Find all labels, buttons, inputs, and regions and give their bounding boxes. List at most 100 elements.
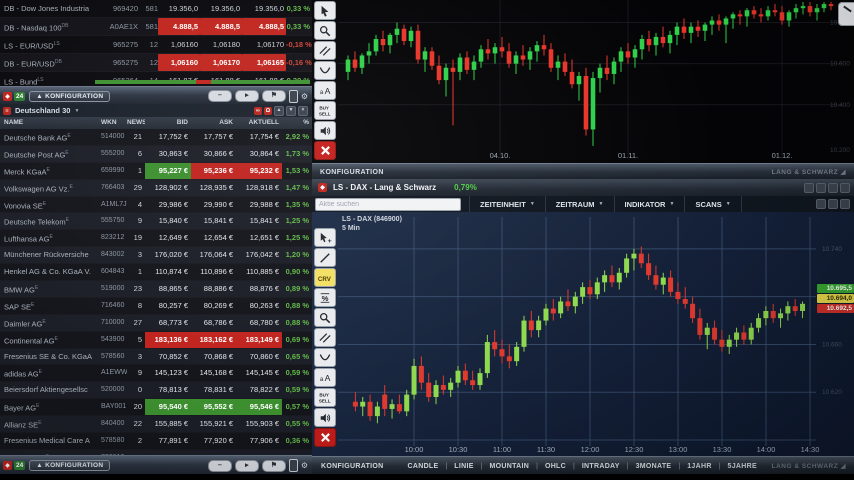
toolbar-button-parallel-lines[interactable] (314, 41, 336, 60)
chart-option-1jahr[interactable]: 1JAHR (687, 462, 712, 470)
svg-text:%: % (322, 294, 329, 303)
menu-indikator[interactable]: INDIKATOR ▼ (615, 196, 686, 212)
toolbar-button-sound[interactable] (314, 121, 336, 140)
chart-option-ohlc[interactable]: OHLC (544, 462, 566, 470)
candle (597, 67, 603, 79)
toolbar-button-curve[interactable] (314, 61, 336, 80)
table-row[interactable]: Continental AGE 543900 5 183,136 €183,162 €… (0, 331, 312, 349)
link-icon[interactable]: ∞ (254, 106, 262, 115)
flag-button[interactable]: ⚑ (261, 90, 286, 102)
column-header-aktuell[interactable]: AKTUELL (248, 119, 279, 126)
expand-button[interactable]: ▸ (234, 459, 259, 472)
watchlist-row[interactable]: DB - Nasdaq 100DB A0AE1X 581 4.888,5 4.888,5… (0, 18, 312, 36)
column-header-name[interactable]: NAME (4, 119, 24, 126)
expand-button[interactable]: ▸ (234, 90, 259, 102)
table-row[interactable]: Allianz SEE 840400 22 155,885 € 155,921 € 155… (0, 416, 312, 434)
watchlist-row[interactable]: LS - EUR/USDLS 965275 12 1,06160 1,06180 1,06… (0, 36, 312, 54)
table-row[interactable]: adidas AGE A1EWW 9 145,123 € 145,168 € 145,14… (0, 365, 312, 383)
table-row[interactable]: Deutsche Post AGE 555200 6 30,863 € 30,866 €… (0, 145, 312, 163)
table-row[interactable]: Deutsche TelekomE 555750 9 15,840 € 15,841 €… (0, 213, 312, 231)
toolbar-button-zoom[interactable] (314, 21, 336, 40)
konfiguration-tab[interactable]: ▲ KONFIGURATION (29, 460, 111, 471)
toolbar-button-curve[interactable] (314, 348, 336, 367)
toolbar-button-buy-sell[interactable]: BUY SELL (314, 388, 336, 407)
toolbar-button-zoom[interactable] (314, 308, 336, 327)
table-row[interactable]: Lufthansa AGE 823212 19 12,649 € 12,654 € 12,… (0, 230, 312, 248)
bell-icon[interactable]: Ω (264, 106, 272, 115)
search-input[interactable] (315, 197, 461, 211)
maximize-icon[interactable]: ▲ (274, 105, 284, 116)
panel-mini-icon[interactable] (816, 199, 826, 209)
toolbar-button-cursor-add[interactable]: + (314, 228, 336, 247)
ask-cell: 116,079 € (191, 450, 236, 455)
chart-option-candle[interactable]: CANDLE (407, 462, 439, 470)
column-header-wkn[interactable]: WKN (101, 119, 117, 126)
daily-candlestick-chart[interactable]: 04.10.01.11.01.12.10.80010.60010.40010.2… (338, 0, 854, 163)
toolbar-button-trendline[interactable] (314, 248, 336, 267)
partial-sidebar-icon[interactable] (838, 2, 854, 26)
chart-option-konfiguration[interactable]: KONFIGURATION (321, 462, 384, 470)
column-header-pct[interactable]: % (303, 119, 309, 126)
toolbar-button-close[interactable] (314, 428, 336, 447)
watchlist-row[interactable]: DB - Dow Jones Industria 969420 581 19.356,… (0, 0, 312, 18)
table-row[interactable]: Siemens AGE72361010116,039 €116,079 €116… (0, 449, 312, 455)
collapse-button[interactable]: – (207, 459, 232, 472)
panel-mini-icon[interactable] (840, 199, 850, 209)
toolbar-button-sound[interactable] (314, 408, 336, 427)
chart-option-3monate[interactable]: 3MONATE (635, 462, 672, 470)
watchlist-row[interactable]: DB - EUR/USDDB 965275 12 1,06160 1,06170 1,06… (0, 54, 312, 72)
dax-panel-title: LS - DAX - Lang & Schwarz (333, 183, 437, 192)
table-row[interactable]: Volkswagen AG Vz.E 766403 29 128,902 € 128,9… (0, 179, 312, 197)
toolbar-button-crv[interactable]: CRV (314, 268, 336, 287)
mobile-icon[interactable] (288, 459, 298, 472)
last-price-tag: 10.694,0 (817, 294, 854, 303)
table-row[interactable]: Fresenius SE & Co. KGaA 578560 3 70,852 € 70… (0, 348, 312, 366)
toolbar-button-parallel-lines[interactable] (314, 328, 336, 347)
menu-zeitraum[interactable]: ZEITRAUM ▼ (546, 196, 615, 212)
menu-zeiteinheit[interactable]: ZEITEINHEIT ▼ (469, 196, 546, 212)
table-row[interactable]: Daimler AGE 710000 27 68,773 € 68,786 € 68,78… (0, 314, 312, 332)
table-row[interactable]: Henkel AG & Co. KGaA V. 604843 1 110,874 € 1… (0, 264, 312, 282)
table-row[interactable]: Beiersdorf Aktiengesellsc 520000 0 78,813 €… (0, 382, 312, 400)
chart-option-mountain[interactable]: MOUNTAIN (489, 462, 530, 470)
table-row[interactable]: Fresenius Medical Care A 578580 2 77,891 € 7… (0, 433, 312, 450)
toolbar-button-cursor[interactable] (314, 1, 336, 20)
toolbar-button-close[interactable] (314, 141, 336, 160)
chevron-down-icon[interactable]: ▼ (74, 107, 80, 114)
panel-mini-icon[interactable] (840, 182, 850, 193)
table-row[interactable]: SAP SEE 716460 8 80,257 € 80,269 € 80,263 € 0,… (0, 297, 312, 315)
table-row[interactable]: Münchener Rückversiche 843002 3 176,020 € 17… (0, 247, 312, 265)
table-row[interactable]: Bayer AGE BAY001 20 95,540 €95,552 €95,546 … (0, 399, 312, 417)
konfiguration-label[interactable]: KONFIGURATION (320, 168, 384, 176)
intraday-candlestick-chart[interactable]: 10:00 10:30 11:00 11:30 12:00 12:30 13:00 13:30… (338, 212, 854, 456)
konfiguration-tab[interactable]: ▲ KONFIGURATION (29, 90, 111, 102)
stock-list-title-row[interactable]: ≡ Deutschland 30 ▼ ∞ Ω ▲ ▼ × (0, 104, 312, 117)
chart-option-linie[interactable]: LINIE (454, 462, 474, 470)
table-row[interactable]: BMW AGE 519000 23 88,865 € 88,886 € 88,876 € 0… (0, 281, 312, 298)
panel-mini-icon[interactable] (804, 182, 814, 193)
table-row[interactable]: Deutsche Bank AGE 514000 21 17,752 € 17,757 … (0, 129, 312, 146)
toolbar-button-percent[interactable]: % (314, 288, 336, 307)
table-row[interactable]: Merck KGaAE 659990 1 95,227 €95,236 €95,232… (0, 162, 312, 180)
column-header-ask[interactable]: ASK (219, 119, 233, 126)
chart-option-intraday[interactable]: INTRADAY (581, 462, 620, 470)
flag-button[interactable]: ⚑ (261, 459, 286, 472)
close-panel-icon[interactable]: × (298, 105, 308, 116)
table-row[interactable]: Vonovia SEE A1ML7J 4 29,986 € 29,990 € 29,988… (0, 196, 312, 214)
candle (415, 30, 421, 60)
minimize-icon[interactable]: ▼ (286, 105, 296, 116)
panel-mini-icon[interactable] (828, 182, 838, 193)
chart-option-5jahre[interactable]: 5JAHRE (727, 462, 757, 470)
mobile-icon[interactable] (288, 89, 298, 103)
collapse-button[interactable]: – (207, 90, 232, 102)
toolbar-button-buy-sell[interactable]: BUY SELL (314, 101, 336, 120)
panel-mini-icon[interactable] (828, 199, 838, 209)
column-header-bid[interactable]: BID (176, 119, 188, 126)
menu-scans[interactable]: SCANS ▼ (685, 196, 742, 212)
gear-icon[interactable]: ⚙ (300, 461, 308, 470)
panel-mini-icon[interactable] (816, 182, 826, 193)
column-header-news[interactable]: NEWS (127, 119, 145, 126)
gear-icon[interactable]: ⚙ (300, 91, 308, 101)
